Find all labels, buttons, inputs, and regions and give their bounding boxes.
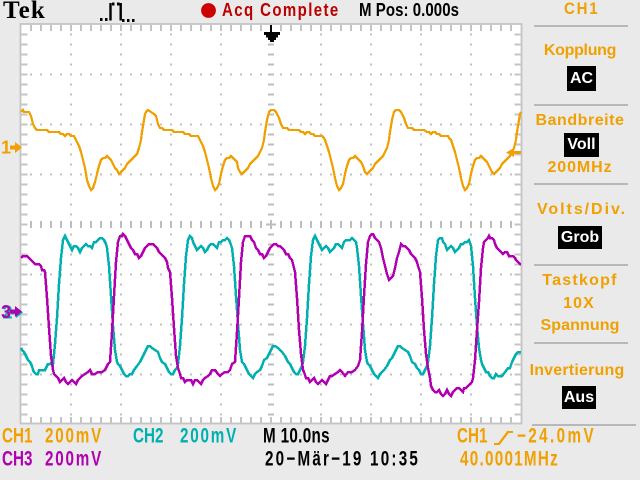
svg-text:1: 1: [1, 138, 11, 158]
svg-text:2: 2: [3, 303, 13, 323]
svg-text:3: 3: [1, 302, 11, 322]
